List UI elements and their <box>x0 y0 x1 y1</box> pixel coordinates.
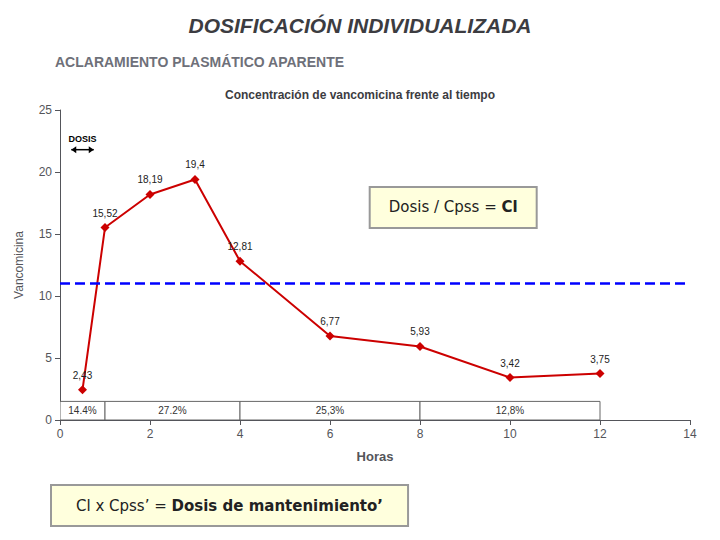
svg-text:Cl x Cpss’ =: Cl x Cpss’ = <box>76 497 172 515</box>
svg-text:3,42: 3,42 <box>500 358 520 369</box>
svg-text:20: 20 <box>39 165 53 179</box>
svg-text:10: 10 <box>503 427 517 441</box>
svg-text:Dosis / Cpss =: Dosis / Cpss = <box>389 198 502 216</box>
svg-text:3,75: 3,75 <box>590 354 610 365</box>
svg-text:12,81: 12,81 <box>227 241 252 252</box>
svg-text:12: 12 <box>593 427 607 441</box>
svg-text:6,77: 6,77 <box>320 316 340 327</box>
svg-text:ACLARAMIENTO PLASMÁTICO APAREN: ACLARAMIENTO PLASMÁTICO APARENTE <box>55 54 344 70</box>
svg-text:15: 15 <box>39 227 53 241</box>
svg-text:5,93: 5,93 <box>410 326 430 337</box>
svg-text:10: 10 <box>39 289 53 303</box>
svg-text:Dosis de mantenimiento’: Dosis de mantenimiento’ <box>172 497 384 515</box>
svg-text:18,19: 18,19 <box>137 174 162 185</box>
svg-text:0: 0 <box>45 413 52 427</box>
svg-text:DOSIS: DOSIS <box>68 134 96 144</box>
svg-text:15,52: 15,52 <box>92 208 117 219</box>
svg-text:25,3%: 25,3% <box>316 405 344 416</box>
svg-text:25: 25 <box>39 103 53 117</box>
svg-text:Vancomicina: Vancomicina <box>12 231 26 299</box>
svg-text:0: 0 <box>57 427 64 441</box>
svg-text:27.2%: 27.2% <box>158 405 186 416</box>
svg-text:14: 14 <box>683 427 697 441</box>
svg-text:8: 8 <box>417 427 424 441</box>
svg-text:Horas: Horas <box>357 449 394 464</box>
svg-text:6: 6 <box>327 427 334 441</box>
svg-text:Concentración de vancomicina f: Concentración de vancomicina frente al t… <box>225 88 495 102</box>
svg-text:2: 2 <box>147 427 154 441</box>
svg-text:DOSIFICACIÓN INDIVIDUALIZADA: DOSIFICACIÓN INDIVIDUALIZADA <box>189 14 532 37</box>
svg-text:14.4%: 14.4% <box>68 405 96 416</box>
svg-text:19,4: 19,4 <box>185 159 205 170</box>
svg-text:5: 5 <box>45 351 52 365</box>
svg-text:12,8%: 12,8% <box>496 405 524 416</box>
svg-text:4: 4 <box>237 427 244 441</box>
svg-text:Cl: Cl <box>502 198 518 216</box>
svg-text:2,43: 2,43 <box>73 370 93 381</box>
